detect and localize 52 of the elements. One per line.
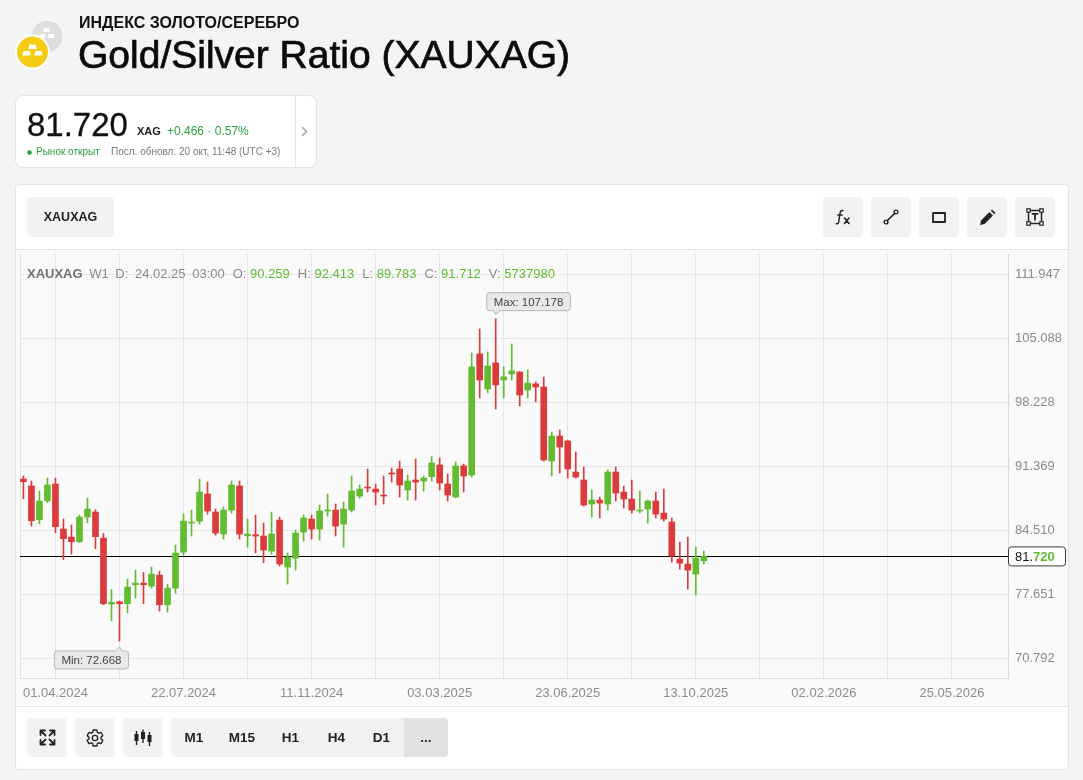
text: M1 <box>184 730 204 745</box>
text: ... <box>420 730 432 745</box>
x-tick-label: 03.03.2025 <box>407 685 473 701</box>
annotation: O: 90.259 <box>232 266 290 282</box>
y-tick-label: 70.792 <box>1015 650 1055 666</box>
text: +0.466 · 0.57% <box>167 123 249 138</box>
candlestick <box>492 318 500 410</box>
x-tick-label: 02.02.2026 <box>791 685 857 701</box>
y-tick-label: 98.228 <box>1015 393 1055 409</box>
candlestick <box>684 536 692 590</box>
segment-tool-button[interactable] <box>871 197 911 237</box>
annotation: C: 91.712 <box>424 266 481 282</box>
chart-type-button[interactable] <box>123 718 163 757</box>
ref-line-label: 81.720 <box>1015 548 1055 564</box>
text: Рынок открыт <box>36 145 100 157</box>
x-tick-label: 13.10.2025 <box>663 685 729 701</box>
candlestick <box>588 489 596 518</box>
annotation: Max: 107.178 <box>493 295 564 308</box>
text: Посл. обновл. 20 окт, 11:48 (UTC +3) <box>111 145 281 157</box>
annotation: Min: 72.668 <box>61 654 122 667</box>
text: H1 <box>281 730 300 745</box>
function-button[interactable] <box>823 197 863 237</box>
text: D1 <box>372 730 391 745</box>
annotation: XAUXAG W1 D: 24.02.25 03:00 <box>27 266 225 282</box>
y-tick-label: 77.651 <box>1015 585 1055 601</box>
y-tick-label: 105.088 <box>1015 329 1062 345</box>
x-tick-label: 22.07.2024 <box>150 685 217 701</box>
timeframe-tab[interactable] <box>359 718 404 757</box>
x-tick-label: 25.05.2026 <box>919 685 985 701</box>
text-tool-button[interactable] <box>1015 197 1055 237</box>
candlestick <box>676 541 684 570</box>
x-tick-label: 01.04.2024 <box>22 685 88 701</box>
candlestick <box>572 451 580 479</box>
fullscreen-button[interactable] <box>27 718 67 757</box>
settings-button[interactable] <box>75 718 115 757</box>
annotation: L: 89.783 <box>362 266 417 282</box>
text: H4 <box>327 730 346 745</box>
text: XAG <box>137 124 161 137</box>
x-tick-label: 23.06.2025 <box>535 685 601 701</box>
x-tick-label: 11.11.2024 <box>280 685 344 701</box>
pencil-tool-button[interactable] <box>967 197 1007 237</box>
annotation: H: 92.413 <box>297 266 355 282</box>
rectangle-tool-button[interactable] <box>919 197 959 237</box>
y-tick-label: 84.510 <box>1015 521 1055 537</box>
chart-title: Gold/Silver Ratio (XAUXAG) <box>78 32 570 76</box>
text: 81.720 <box>27 106 128 144</box>
y-tick-label: 111.947 <box>1015 265 1061 281</box>
text: M15 <box>228 730 256 745</box>
text: XAUXAG <box>43 210 98 224</box>
annotation: V: 5737980 <box>488 266 555 282</box>
y-tick-label: 91.369 <box>1015 457 1055 473</box>
chart-subtitle: ИНДЕКС ЗОЛОТО/СЕРЕБРО <box>79 14 300 32</box>
